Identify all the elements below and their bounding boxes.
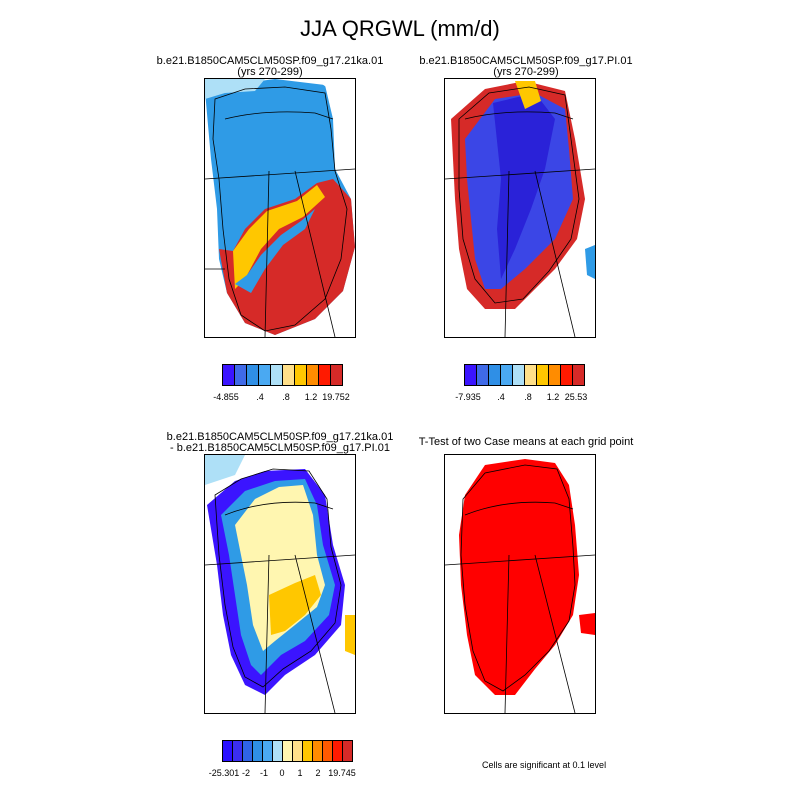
cb1-label-2: .4 [256,392,264,402]
colorbar-swatch [223,741,233,761]
cb1-label-3: .8 [282,392,290,402]
colorbar-swatch [489,365,501,385]
colorbar-swatch [243,741,253,761]
map-ttest [444,454,596,714]
colorbar-swatch [477,365,489,385]
map-gridlines [205,111,355,337]
colorbar-swatch [573,365,584,385]
coastline [460,464,576,692]
colorbar-swatch [537,365,549,385]
colorbar-swatch [303,741,313,761]
cb1-label-1: -4.855 [213,392,239,402]
region-blue-east [585,245,595,279]
panel3-title-line1: b.e21.B1850CAM5CLM50SP.f09_g17.21ka.01 [166,431,394,443]
region-blue-interior [235,209,315,293]
colorbar-swatch [293,741,303,761]
panel2-title-line1: b.e21.B1850CAM5CLM50SP.f09_g17.PI.01 [419,55,633,67]
map-difference [204,454,356,714]
colorbar-swatch [235,365,247,385]
cb2-label-2: .4 [497,392,505,402]
region-red [219,179,355,335]
region-lightblue-north [205,79,265,99]
cb3-label-5: 1 [297,768,303,778]
map-gridlines [445,501,595,713]
coastline [214,468,342,688]
region-orange [269,575,321,635]
panel1-title: b.e21.B1850CAM5CLM50SP.f09_g17.21ka.01 (… [140,56,400,78]
colorbar-21ka [222,364,343,386]
colorbar-swatch [253,741,263,761]
panel2-title-line2: (yrs 270-299) [493,66,559,78]
colorbar-swatch [307,365,319,385]
significance-note: Cells are significant at 0.1 level [482,760,607,770]
colorbar-swatch [561,365,573,385]
map-gridlines [445,111,595,337]
colorbar-swatch [271,365,283,385]
cb1-label-4: 1.2 [304,392,318,402]
colorbar-difference [222,740,353,762]
panel4-title: T-Test of two Case means at each grid po… [396,437,656,448]
colorbar-swatch [501,365,513,385]
cb3-label-3: -1 [259,768,269,778]
colorbar-swatch [247,365,259,385]
colorbar-swatch [319,365,331,385]
colorbar-swatch [333,741,343,761]
panel2-title: b.e21.B1850CAM5CLM50SP.f09_g17.PI.01 (yr… [396,56,656,78]
coastline [458,86,580,304]
colorbar-swatch [273,741,283,761]
colorbar-swatch [313,741,323,761]
figure-title: JJA QRGWL (mm/d) [300,16,500,41]
coastline [212,86,348,332]
colorbar-swatch [331,365,342,385]
colorbar-pi [464,364,585,386]
colorbar-swatch [263,741,273,761]
colorbar-swatch [549,365,561,385]
region-deepblue [493,93,555,279]
map-21ka [204,78,356,338]
panel3-title-line2: - b.e21.B1850CAM5CLM50SP.f09_g17.PI.01 [170,442,390,454]
region-significant-east [579,613,595,635]
region-ocean-ne [315,79,355,139]
panel1-title-line2: (yrs 270-299) [237,66,303,78]
map-gridlines [205,501,355,713]
colorbar-swatch [465,365,477,385]
map-pi [444,78,596,338]
panel1-title-line1: b.e21.B1850CAM5CLM50SP.f09_g17.21ka.01 [156,55,384,67]
cb3-label-6: 2 [315,768,321,778]
colorbar-swatch [323,741,333,761]
cb2-label-4: 1.2 [546,392,560,402]
cb3-label-1: -25.301 [208,768,240,778]
colorbar-swatch [295,365,307,385]
colorbar-swatch [513,365,525,385]
colorbar-swatch [343,741,352,761]
colorbar-swatch [525,365,537,385]
colorbar-swatch [223,365,235,385]
region-orange-east [345,615,355,655]
colorbar-swatch [283,365,295,385]
cb3-label-4: 0 [279,768,285,778]
cb2-label-1: -7.935 [455,392,481,402]
region-lightblue-nw [205,455,245,485]
cb1-label-5: 19.752 [322,392,350,402]
panel4-title-line1: T-Test of two Case means at each grid po… [418,436,634,448]
cb3-label-2: -2 [241,768,251,778]
colorbar-swatch [259,365,271,385]
panel3-title: b.e21.B1850CAM5CLM50SP.f09_g17.21ka.01 -… [150,432,410,454]
region-significant [459,459,579,695]
cb3-label-7: 19.745 [328,768,356,778]
cb2-label-3: .8 [524,392,532,402]
cb2-label-5: 25.53 [564,392,588,402]
colorbar-swatch [283,741,293,761]
region-orange [233,185,325,289]
colorbar-swatch [233,741,243,761]
